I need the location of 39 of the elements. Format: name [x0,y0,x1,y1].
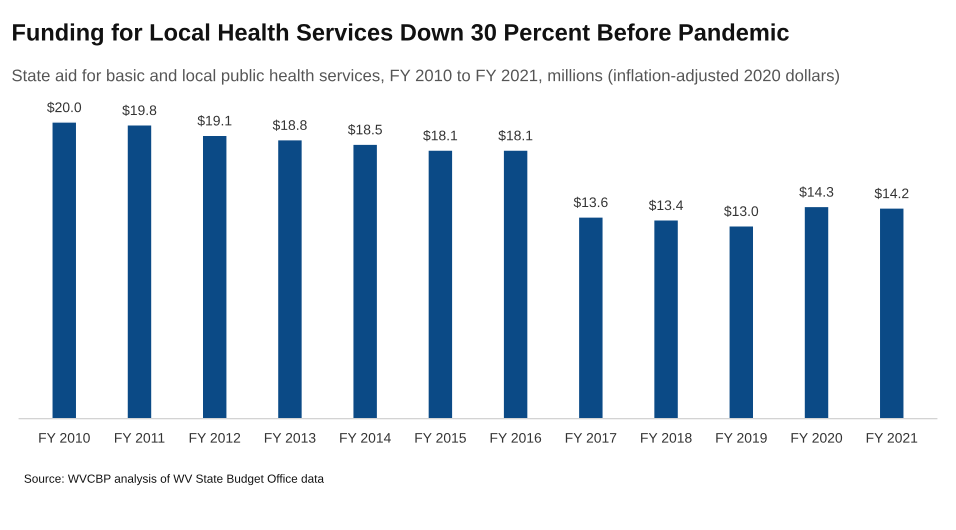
data-label: $18.8 [272,120,307,131]
bar [427,149,454,419]
x-tick-label: FY 2011 [115,432,164,443]
chart-title: Funding for Local Health Services Down 30 Percent Before Pandemic [13,23,789,46]
x-tick-label: FY 2015 [415,432,466,443]
bar [578,216,604,419]
bar [652,219,680,419]
bar [51,122,78,419]
bar [803,206,830,419]
x-tick-label: FY 2010 [39,432,90,443]
source-note: Source: WVCBP analysis of WV State Budget Office data [24,474,324,486]
data-label: $18.1 [423,130,458,142]
bar [878,207,905,419]
data-label: $14.2 [874,188,908,200]
bar [352,143,378,419]
data-label: $18.5 [348,124,382,136]
x-tick-label: FY 2016 [490,432,542,443]
x-tick-label: FY 2012 [190,432,240,443]
data-label: $13.4 [648,200,684,211]
data-label: $13.6 [574,196,608,208]
x-tick-label: FY 2013 [264,432,316,443]
data-label: $13.0 [724,206,758,217]
bar [728,225,754,419]
x-tick-label: FY 2020 [792,432,842,443]
bar [502,149,529,419]
data-label: $19.1 [197,115,232,126]
data-label: $14.3 [799,186,834,198]
bar [276,139,304,419]
bar [202,134,228,419]
x-tick-label: FY 2018 [641,432,692,443]
data-label: $18.1 [498,130,532,142]
x-tick-label: FY 2017 [566,432,616,443]
bar [126,124,153,419]
data-label: $20.0 [47,102,82,114]
x-tick-label: FY 2021 [866,432,918,443]
x-tick-label: FY 2014 [340,432,391,443]
data-label: $19.8 [122,104,156,116]
x-tick-label: FY 2019 [716,432,767,443]
chart-subtitle: State aid for basic and local public health services, FY 2010 to FY 2021, millions (inflation-adjusted 2020 dollars) [12,69,840,85]
